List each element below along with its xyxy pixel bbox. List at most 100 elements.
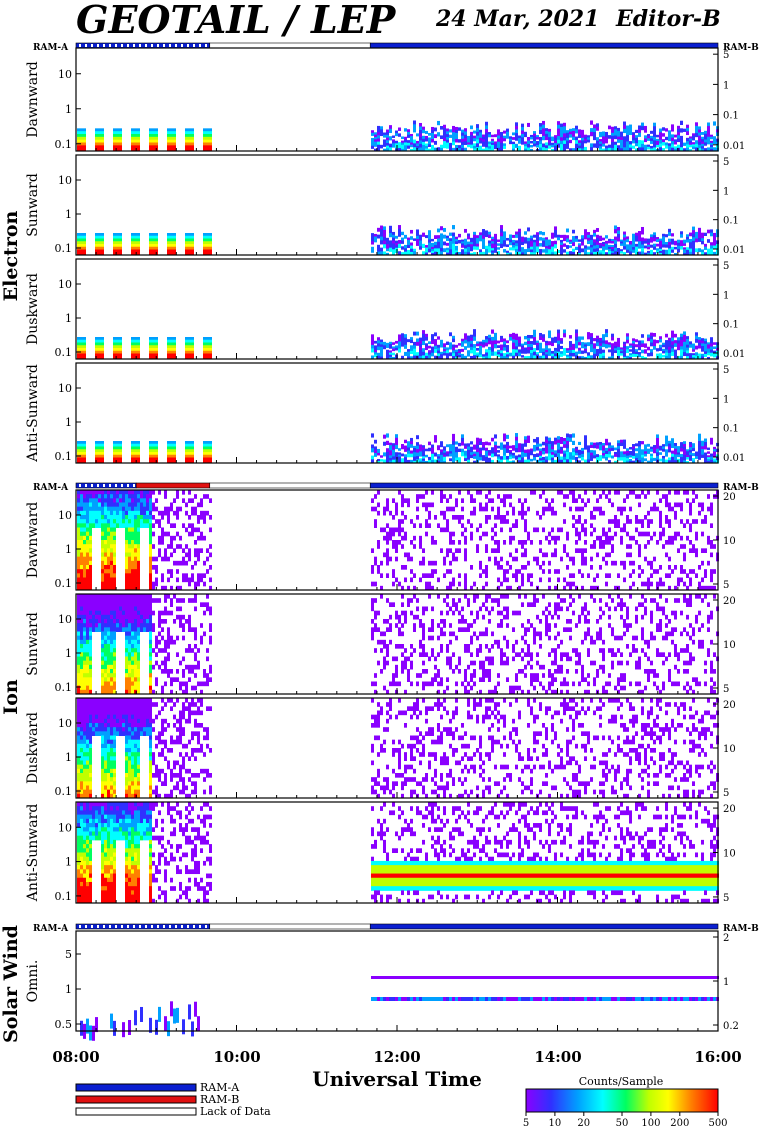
spectrogram-cell xyxy=(395,502,398,508)
spectrogram-cell xyxy=(173,128,176,132)
spectrogram-cell xyxy=(668,245,671,249)
spectrogram-cell xyxy=(548,145,551,149)
spectrogram-cell xyxy=(119,449,122,453)
spectrogram-cell xyxy=(113,136,116,141)
spectrogram-cell xyxy=(95,233,98,237)
spectrogram-cell xyxy=(653,235,656,239)
spectrogram-cell xyxy=(707,447,710,450)
spectrogram-cell xyxy=(131,573,134,578)
spectrogram-cell xyxy=(605,137,608,141)
spectrogram-cell xyxy=(89,544,92,549)
spectrogram-cell xyxy=(77,523,80,528)
spectrogram-cell xyxy=(104,581,107,587)
spectrogram-cell xyxy=(605,441,608,446)
spectrogram-cell xyxy=(188,238,191,242)
spectrogram-cell xyxy=(140,498,143,503)
spectrogram-cell xyxy=(608,498,611,503)
spectrogram-cell xyxy=(83,560,86,566)
spectrogram-cell xyxy=(512,355,515,360)
spectrogram-cell xyxy=(80,356,83,360)
spectrogram-cell xyxy=(689,344,692,348)
spectrogram-cell xyxy=(503,502,506,508)
spectrogram-cell xyxy=(473,498,476,503)
spectrogram-cell xyxy=(563,329,566,334)
spectrogram-cell xyxy=(188,356,191,360)
spectrogram-cell xyxy=(611,548,614,553)
spectrogram-cell xyxy=(419,349,422,354)
spectrogram-cell xyxy=(644,444,647,448)
spectrogram-cell xyxy=(110,565,113,570)
spectrogram-cell xyxy=(689,447,692,451)
spectrogram-cell xyxy=(554,339,557,343)
spectrogram-cell xyxy=(686,344,689,349)
spectrogram-cell xyxy=(710,346,713,351)
spectrogram-cell xyxy=(614,247,617,252)
spectrogram-cell xyxy=(683,352,686,357)
spectrogram-cell xyxy=(638,347,641,351)
spectrogram-cell xyxy=(191,573,194,578)
spectrogram-cell xyxy=(470,242,473,245)
spectrogram-cell xyxy=(533,239,536,243)
spectrogram-cell xyxy=(380,459,383,462)
spectrogram-cell xyxy=(539,450,542,454)
spectrogram-cell xyxy=(422,147,425,152)
spectrogram-cell xyxy=(590,336,593,341)
spectrogram-cell xyxy=(494,445,497,450)
spectrogram-cell xyxy=(605,535,608,541)
spectrogram-cell xyxy=(146,502,149,508)
spectrogram-cell xyxy=(536,527,539,533)
spectrogram-cell xyxy=(407,129,410,133)
spectrogram-cell xyxy=(548,249,551,252)
spectrogram-cell xyxy=(530,335,533,339)
spectrogram-cell xyxy=(77,339,80,343)
spectrogram-cell xyxy=(659,139,662,145)
spectrogram-cell xyxy=(533,453,536,458)
spectrogram-cell xyxy=(461,338,464,342)
spectrogram-cell xyxy=(95,454,98,458)
spectrogram-cell xyxy=(665,459,668,464)
spectrogram-cell xyxy=(656,134,659,138)
spectrogram-cell xyxy=(698,339,701,344)
spectrogram-cell xyxy=(677,340,680,344)
spectrogram-cell xyxy=(413,147,416,152)
spectrogram-cell xyxy=(149,502,152,508)
spectrogram-cell xyxy=(611,343,614,347)
spectrogram-cell xyxy=(464,535,467,541)
spectrogram-cell xyxy=(578,247,581,250)
spectrogram-cell xyxy=(713,342,716,345)
spectrogram-cell xyxy=(191,252,194,256)
spectrogram-cell xyxy=(551,142,554,146)
spectrogram-cell xyxy=(467,135,470,139)
spectrogram-cell xyxy=(188,128,191,132)
spectrogram-cell xyxy=(137,148,140,152)
spectrogram-cell xyxy=(494,560,497,566)
spectrogram-cell xyxy=(491,248,494,251)
spectrogram-cell xyxy=(503,569,506,574)
spectrogram-cell xyxy=(566,565,569,570)
spectrogram-cell xyxy=(542,569,545,574)
spectrogram-cell xyxy=(110,490,113,495)
spectrogram-cell xyxy=(140,523,143,528)
spectrogram-cell xyxy=(626,244,629,248)
spectrogram-cell xyxy=(575,333,578,338)
spectrogram-cell xyxy=(374,506,377,512)
spectrogram-cell xyxy=(128,565,131,570)
spectrogram-cell xyxy=(386,573,389,578)
spectrogram-cell xyxy=(170,142,173,146)
spectrogram-cell xyxy=(98,348,101,352)
spectrogram-cell xyxy=(173,241,176,245)
spectrogram-cell xyxy=(386,531,389,537)
spectrogram-cell xyxy=(638,244,641,249)
spectrogram-cell xyxy=(152,449,155,453)
spectrogram-cell xyxy=(572,560,575,566)
spectrogram-cell xyxy=(614,346,617,349)
spectrogram-cell xyxy=(488,143,491,147)
ram-bar-gap xyxy=(85,44,87,47)
spectrogram-cell xyxy=(647,134,650,137)
spectrogram-cell xyxy=(113,443,116,447)
spectrogram-cell xyxy=(77,128,80,132)
x-axis-title: Universal Time xyxy=(312,1067,482,1091)
spectrogram-cell xyxy=(194,560,197,566)
spectrogram-cell xyxy=(548,251,551,254)
spectrogram-cell xyxy=(479,573,482,578)
